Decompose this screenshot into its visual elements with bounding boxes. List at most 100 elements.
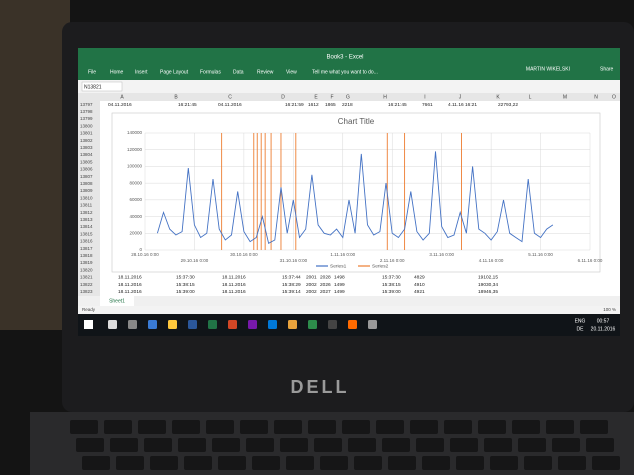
- row-number: 13803: [80, 145, 93, 150]
- cell: 18.11.2016: [118, 275, 142, 281]
- row-number: 13809: [80, 188, 93, 193]
- key: [82, 456, 110, 470]
- ribbon-tab[interactable]: Formulas: [200, 69, 221, 75]
- taskbar-icon[interactable]: [208, 320, 217, 329]
- key: [558, 456, 586, 470]
- cell: 15:39:14: [282, 289, 301, 295]
- cell: 2002: [306, 282, 317, 288]
- cell: 04.11.2016: [108, 102, 132, 108]
- taskbar-icon[interactable]: [368, 320, 377, 329]
- key: [524, 456, 552, 470]
- column-letter: M: [563, 94, 567, 100]
- key: [172, 420, 200, 434]
- keyboard: [70, 420, 620, 470]
- name-box-text: N13821: [84, 84, 102, 90]
- row-number: 13814: [80, 224, 93, 229]
- formula-bar: [78, 80, 620, 93]
- cell: 16:21:59: [285, 102, 304, 108]
- cell: 18.11.2016: [118, 282, 142, 288]
- column-letter: N: [594, 94, 598, 100]
- taskbar-icon[interactable]: [248, 320, 257, 329]
- ribbon-tab[interactable]: Review: [257, 69, 274, 75]
- column-letter: G: [346, 94, 350, 100]
- row-number: 13818: [80, 253, 93, 258]
- taskbar-icon[interactable]: [228, 320, 237, 329]
- taskbar-icon[interactable]: [168, 320, 177, 329]
- cell: 1499: [334, 282, 345, 288]
- taskbar-icon[interactable]: [328, 320, 337, 329]
- zoom-level: 100 %: [603, 307, 616, 312]
- key: [382, 438, 410, 452]
- sheet-tab-label[interactable]: Sheet1: [109, 298, 125, 304]
- column-letter: B: [174, 94, 178, 100]
- key: [144, 438, 172, 452]
- column-letter: A: [120, 94, 124, 100]
- column-letter: K: [496, 94, 500, 100]
- key: [348, 438, 376, 452]
- taskbar-icon[interactable]: [288, 320, 297, 329]
- row-number: 13807: [80, 174, 93, 179]
- cell: 15:39:00: [382, 289, 401, 295]
- row-number: 13821: [80, 275, 93, 280]
- keyboard-layout: DE: [577, 326, 585, 332]
- cell: 18.11.2016: [118, 289, 142, 295]
- cell: 2028: [320, 275, 331, 281]
- column-letter: J: [459, 94, 462, 100]
- key: [206, 420, 234, 434]
- cell: 19102,15: [478, 275, 498, 281]
- ribbon-tab[interactable]: File: [88, 69, 96, 75]
- tell-me[interactable]: Tell me what you want to do...: [312, 69, 378, 75]
- cell: 22793,22: [498, 102, 518, 108]
- column-letter: H: [383, 94, 387, 100]
- key: [376, 420, 404, 434]
- row-number: 13806: [80, 167, 93, 172]
- cell: 1612: [308, 102, 319, 108]
- row-number: 13802: [80, 138, 93, 143]
- x-tick-label: 1.11.16 0:00: [330, 252, 355, 257]
- column-letter: F: [330, 94, 333, 100]
- taskbar-icon[interactable]: [188, 320, 197, 329]
- taskbar-icon[interactable]: [148, 320, 157, 329]
- key: [410, 420, 438, 434]
- name-box[interactable]: [81, 81, 123, 92]
- ribbon-tab[interactable]: Home: [110, 69, 124, 75]
- ribbon-tab[interactable]: Insert: [135, 69, 148, 75]
- key: [184, 456, 212, 470]
- key: [286, 456, 314, 470]
- x-tick-label: 29.10.16 0:00: [181, 258, 209, 263]
- key: [490, 456, 518, 470]
- taskbar-icon[interactable]: [308, 320, 317, 329]
- key: [308, 420, 336, 434]
- ribbon-tab[interactable]: Page Layout: [160, 69, 189, 75]
- cell: 7661: [422, 102, 433, 108]
- key: [552, 438, 580, 452]
- clock-date: 20.11.2016: [591, 326, 616, 332]
- row-number: 13822: [80, 282, 93, 287]
- key: [116, 456, 144, 470]
- row-number: 13804: [80, 152, 93, 157]
- taskbar-icon[interactable]: [108, 320, 117, 329]
- key: [546, 420, 574, 434]
- taskbar-icon[interactable]: [128, 320, 137, 329]
- row-number: 13808: [80, 181, 93, 186]
- start-button[interactable]: [84, 320, 93, 329]
- cell: 16:21:45: [178, 102, 197, 108]
- cell: 16:21:45: [388, 102, 407, 108]
- cell: 15:37:44: [282, 275, 301, 281]
- key: [320, 456, 348, 470]
- y-tick-label: 20000: [129, 230, 142, 235]
- row-number: 13823: [80, 289, 93, 294]
- title-bar: [78, 48, 620, 80]
- column-letter: C: [228, 94, 232, 100]
- row-number: 13820: [80, 267, 93, 272]
- taskbar-icon[interactable]: [268, 320, 277, 329]
- y-tick-label: 140000: [127, 130, 143, 135]
- ribbon-tab[interactable]: View: [286, 69, 297, 75]
- row-number: 13811: [80, 203, 93, 208]
- sheet-tab[interactable]: [100, 296, 134, 306]
- y-tick-label: 40000: [129, 214, 142, 219]
- row-number: 13813: [80, 217, 93, 222]
- ribbon-tab[interactable]: Data: [233, 69, 244, 75]
- key: [104, 420, 132, 434]
- taskbar-icon[interactable]: [348, 320, 357, 329]
